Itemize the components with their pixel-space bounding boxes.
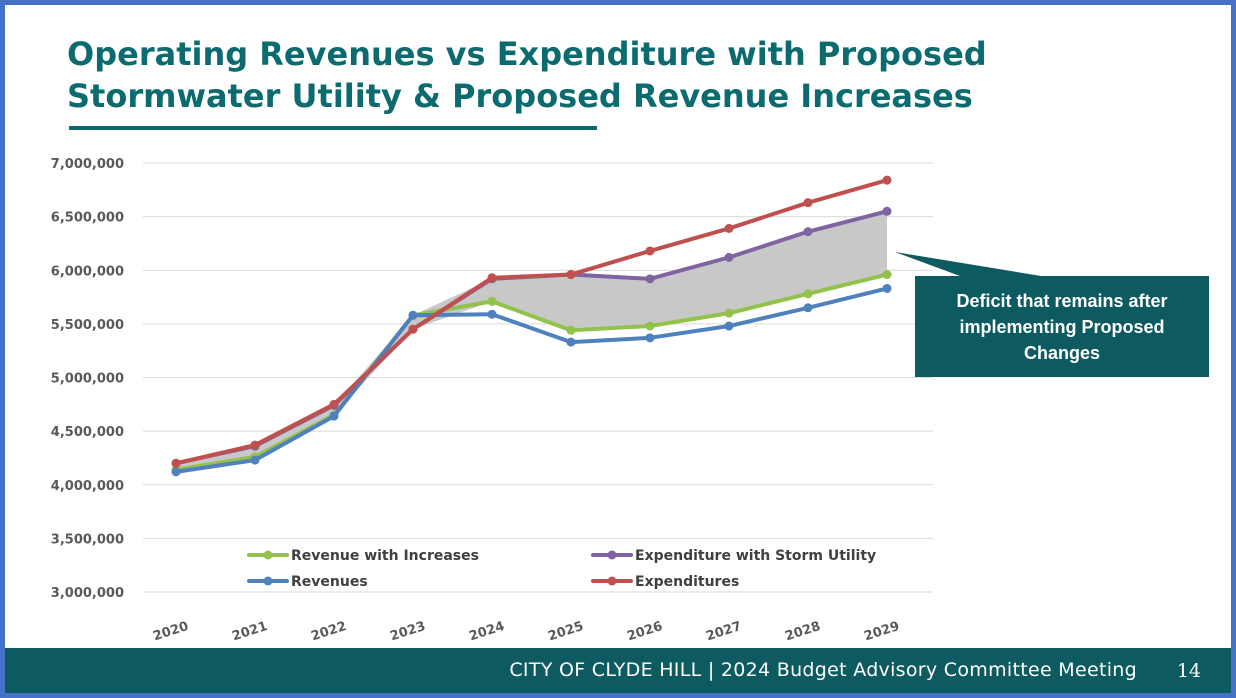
data-point: [250, 440, 260, 450]
data-point: [724, 252, 734, 262]
deficit-callout: Deficit that remains after implementing …: [895, 252, 1209, 377]
data-point: [171, 458, 181, 468]
line-chart: 3,000,000 3,500,000 4,000,000 4,500,000 5,00…: [51, 157, 1209, 644]
data-point: [566, 325, 576, 335]
legend-label: Revenues: [291, 574, 368, 590]
data-point: [408, 310, 418, 320]
data-point: [803, 289, 813, 299]
data-point: [250, 455, 260, 465]
data-point: [645, 246, 655, 256]
y-tick-label: 6,500,000: [51, 211, 124, 226]
series-revenues: [171, 283, 892, 477]
footer-bar: CITY OF CLYDE HILL | 2024 Budget Advisor…: [5, 648, 1231, 693]
x-tick-label: 2027: [704, 619, 743, 644]
y-axis-tick-labels: 3,000,000 3,500,000 4,000,000 4,500,000 5,00…: [51, 157, 124, 601]
data-point: [882, 206, 892, 216]
y-tick-label: 3,500,000: [51, 532, 124, 547]
data-point: [803, 227, 813, 237]
legend-marker: [263, 550, 273, 560]
legend-marker: [607, 550, 617, 560]
data-point: [645, 333, 655, 343]
y-tick-label: 6,000,000: [51, 264, 124, 279]
legend-label: Revenue with Increases: [291, 548, 479, 564]
title-line-1: Operating Revenues vs Expenditure with P…: [67, 35, 987, 73]
series-expenditures: [171, 175, 892, 468]
x-tick-label: 2023: [388, 619, 427, 644]
series-line: [174, 178, 889, 466]
data-point: [724, 308, 734, 318]
legend-item: Revenue with Increases: [247, 548, 479, 564]
x-tick-label: 2021: [230, 619, 269, 644]
data-point: [645, 274, 655, 284]
callout-text-line-2: implementing Proposed: [959, 317, 1164, 337]
y-tick-label: 5,000,000: [51, 372, 124, 387]
data-point: [882, 270, 892, 280]
data-point: [329, 399, 339, 409]
data-point: [566, 337, 576, 347]
y-tick-label: 5,500,000: [51, 318, 124, 333]
series-lines: [171, 175, 892, 477]
data-point: [171, 467, 181, 477]
data-point: [882, 283, 892, 293]
data-point: [724, 223, 734, 233]
data-point: [487, 296, 497, 306]
x-tick-label: 2026: [625, 619, 664, 644]
x-tick-label: 2024: [467, 619, 506, 644]
legend-item: Revenues: [247, 574, 368, 590]
legend-item: Expenditures: [591, 574, 739, 590]
footer-text: CITY OF CLYDE HILL | 2024 Budget Advisor…: [509, 659, 1137, 681]
legend-label: Expenditures: [635, 574, 739, 590]
data-point: [645, 321, 655, 331]
data-point: [566, 270, 576, 280]
y-tick-label: 3,000,000: [51, 586, 124, 601]
title-line-2: Stormwater Utility & Proposed Revenue In…: [67, 77, 973, 115]
data-point: [329, 411, 339, 421]
data-point: [803, 303, 813, 313]
deficit-area: [176, 211, 887, 470]
data-point: [487, 309, 497, 319]
legend: Revenue with Increases Expenditure with S…: [247, 548, 876, 590]
legend-label: Expenditure with Storm Utility: [635, 548, 876, 564]
y-tick-label: 4,500,000: [51, 425, 124, 440]
x-tick-label: 2020: [151, 619, 190, 644]
x-tick-label: 2029: [862, 619, 901, 644]
legend-marker: [607, 576, 617, 586]
x-axis-tick-labels: 2020 2021 2022 2023 2024 2025 2026 2027 2028 2029: [151, 619, 901, 644]
y-tick-label: 7,000,000: [51, 157, 124, 172]
data-point: [487, 273, 497, 283]
title-underline: [69, 126, 597, 130]
y-tick-label: 4,000,000: [51, 479, 124, 494]
gridlines: [143, 162, 933, 593]
legend-marker: [263, 576, 273, 586]
legend-item: Expenditure with Storm Utility: [591, 548, 876, 564]
x-tick-label: 2028: [783, 619, 822, 644]
page-number: 14: [1176, 660, 1201, 682]
series-line: [174, 286, 889, 474]
slide-title: Operating Revenues vs Expenditure with P…: [67, 33, 987, 117]
x-tick-label: 2025: [546, 619, 585, 644]
data-point: [724, 321, 734, 331]
x-tick-label: 2022: [309, 619, 348, 644]
callout-text-line-3: Changes: [1024, 343, 1100, 363]
data-point: [408, 324, 418, 334]
callout-pointer: [895, 252, 1041, 276]
callout-box: [915, 276, 1209, 377]
callout-text-line-1: Deficit that remains after: [956, 291, 1167, 311]
data-point: [803, 198, 813, 208]
data-point: [882, 175, 892, 185]
deficit-shaded-area: [176, 211, 887, 470]
